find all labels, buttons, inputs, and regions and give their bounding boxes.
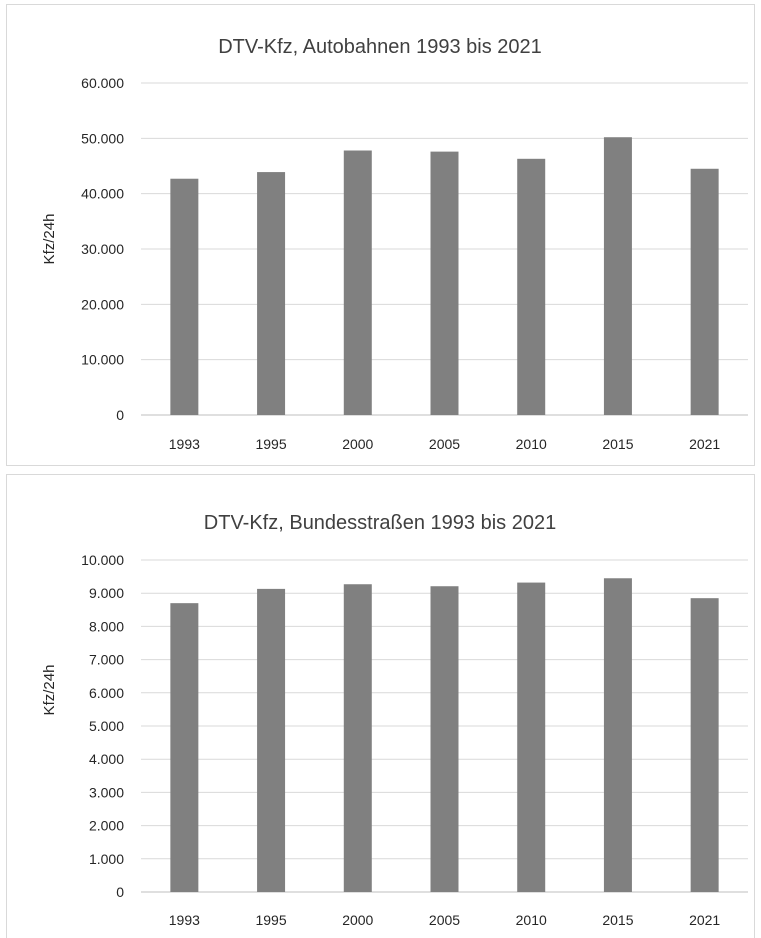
bar-2015 bbox=[603, 137, 632, 415]
x-tick-label: 2005 bbox=[429, 912, 460, 928]
y-tick-label: 30.000 bbox=[81, 241, 124, 257]
y-tick-label: 5.000 bbox=[89, 718, 124, 734]
chart-panel-autobahnen: DTV-Kfz, Autobahnen 1993 bis 2021 Kfz/24… bbox=[6, 4, 755, 466]
x-tick-label: 2000 bbox=[342, 912, 373, 928]
chart-title: DTV-Kfz, Bundesstraßen 1993 bis 2021 bbox=[204, 512, 556, 534]
bars bbox=[170, 137, 719, 416]
x-tick-label: 2000 bbox=[342, 436, 373, 452]
bar-2021 bbox=[690, 598, 719, 892]
bar-2000 bbox=[343, 584, 372, 892]
x-tick-label: 2021 bbox=[689, 912, 720, 928]
x-tick-label: 1993 bbox=[169, 436, 200, 452]
chart-title: DTV-Kfz, Autobahnen 1993 bis 2021 bbox=[218, 36, 542, 58]
y-tick-label: 60.000 bbox=[81, 75, 124, 91]
y-tick-label: 9.000 bbox=[89, 585, 124, 601]
x-tick-label: 2015 bbox=[602, 436, 633, 452]
y-tick-labels: 0 1.000 2.000 3.000 4.000 5.000 6.000 7.000 8.00… bbox=[81, 552, 124, 900]
bar-1995 bbox=[257, 172, 286, 415]
bar-1993 bbox=[170, 603, 199, 892]
y-tick-label: 8.000 bbox=[89, 618, 124, 634]
y-tick-label: 40.000 bbox=[81, 186, 124, 202]
bar-1993 bbox=[170, 178, 199, 415]
y-tick-label: 3.000 bbox=[89, 784, 124, 800]
bar-2010 bbox=[517, 158, 546, 415]
chart-autobahnen: DTV-Kfz, Autobahnen 1993 bis 2021 Kfz/24… bbox=[41, 36, 748, 452]
y-tick-label: 20.000 bbox=[81, 296, 124, 312]
y-axis-label: Kfz/24h bbox=[41, 665, 58, 716]
x-tick-label: 2021 bbox=[689, 436, 720, 452]
x-tick-label: 2005 bbox=[429, 436, 460, 452]
x-tick-label: 1993 bbox=[169, 912, 200, 928]
y-axis-label: Kfz/24h bbox=[41, 214, 58, 265]
x-tick-label: 1995 bbox=[255, 436, 286, 452]
y-tick-label: 0 bbox=[116, 407, 124, 423]
y-tick-label: 4.000 bbox=[89, 751, 124, 767]
y-tick-label: 1.000 bbox=[89, 851, 124, 867]
bar-1995 bbox=[257, 588, 286, 892]
y-tick-labels: 0 10.000 20.000 30.000 40.000 50.000 60.000 bbox=[81, 75, 124, 423]
y-tick-label: 0 bbox=[116, 884, 124, 900]
x-tick-label: 2010 bbox=[516, 436, 547, 452]
chart-bundesstrassen: DTV-Kfz, Bundesstraßen 1993 bis 2021 Kfz… bbox=[41, 512, 748, 928]
y-tick-label: 50.000 bbox=[81, 130, 124, 146]
x-tick-label: 1995 bbox=[255, 912, 286, 928]
y-tick-label: 7.000 bbox=[89, 652, 124, 668]
x-tick-label: 2010 bbox=[516, 912, 547, 928]
y-tick-label: 6.000 bbox=[89, 685, 124, 701]
bar-2015 bbox=[603, 578, 632, 892]
x-tick-labels: 1993 1995 2000 2005 2010 2015 2021 bbox=[169, 912, 721, 928]
x-tick-label: 2015 bbox=[602, 912, 633, 928]
y-tick-label: 10.000 bbox=[81, 352, 124, 368]
chart-panel-bundesstrassen: DTV-Kfz, Bundesstraßen 1993 bis 2021 Kfz… bbox=[6, 474, 755, 938]
bar-2005 bbox=[430, 586, 459, 892]
bar-2021 bbox=[690, 168, 719, 415]
y-tick-label: 2.000 bbox=[89, 818, 124, 834]
bar-2000 bbox=[343, 150, 372, 416]
bar-2005 bbox=[430, 151, 459, 415]
y-tick-label: 10.000 bbox=[81, 552, 124, 568]
bars bbox=[170, 578, 719, 892]
bar-2010 bbox=[517, 582, 546, 892]
x-tick-labels: 1993 1995 2000 2005 2010 2015 2021 bbox=[169, 436, 721, 452]
